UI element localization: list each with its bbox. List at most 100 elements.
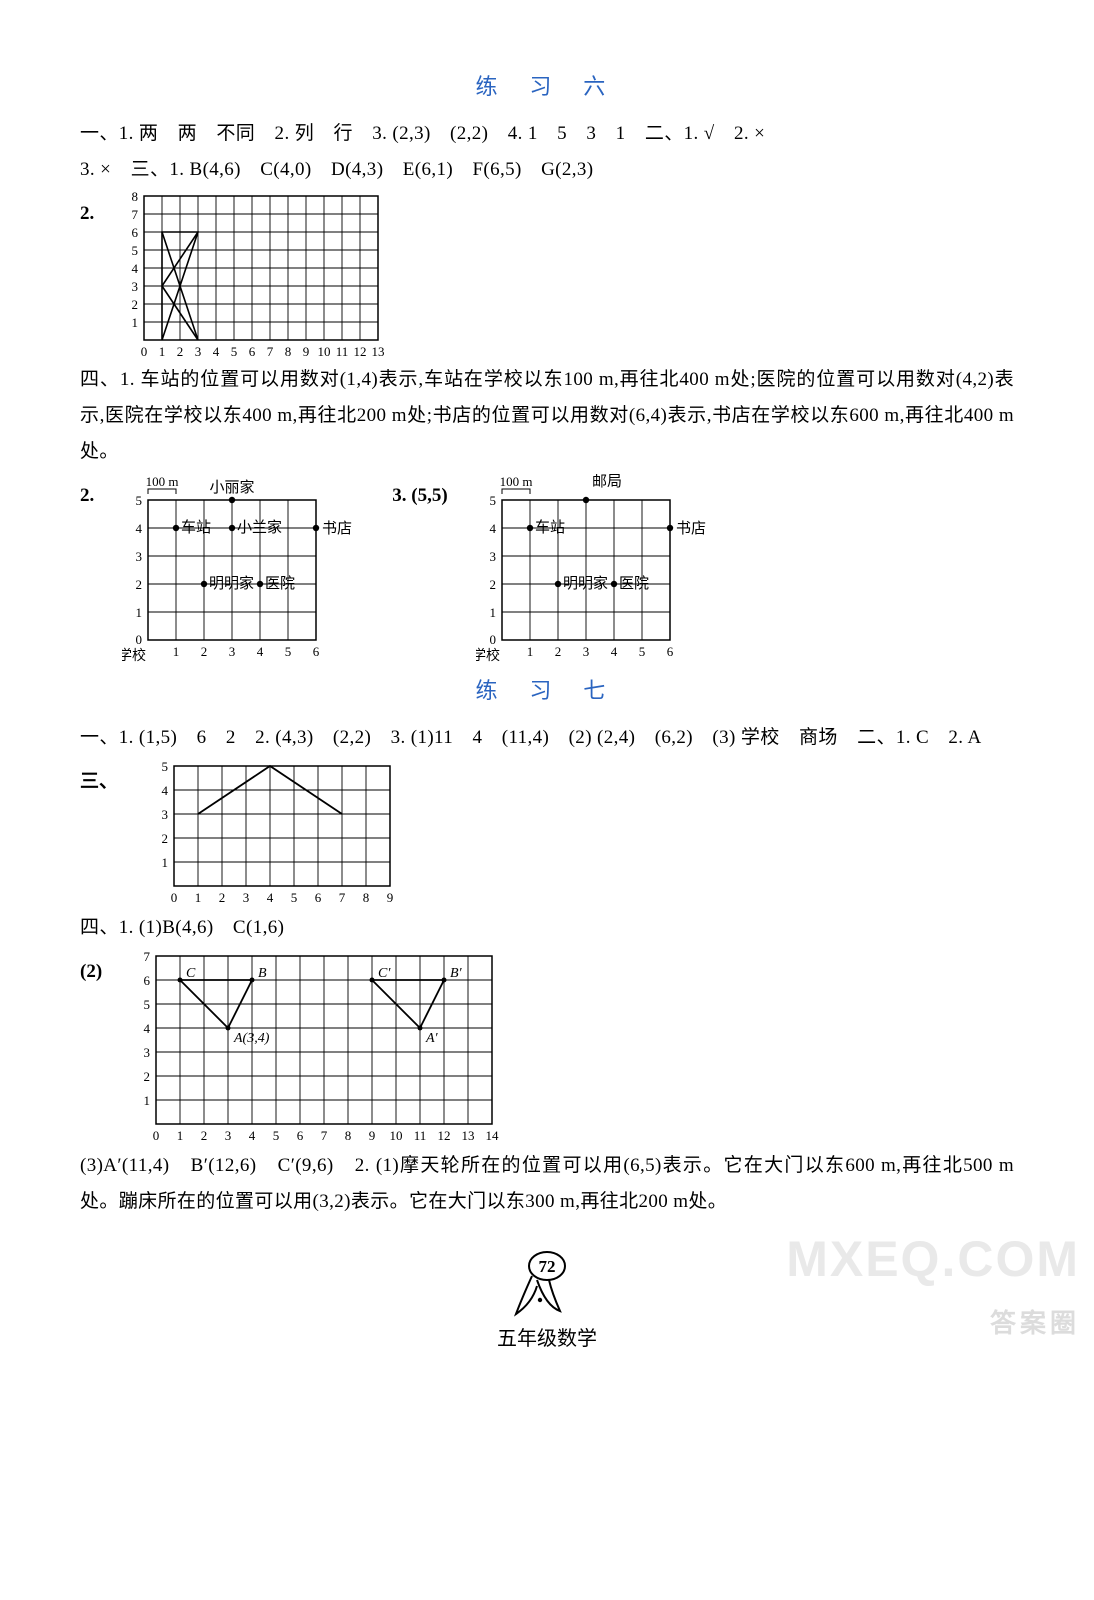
svg-text:5: 5 — [291, 890, 298, 905]
svg-text:6: 6 — [249, 344, 256, 359]
svg-text:8: 8 — [363, 890, 370, 905]
svg-text:9: 9 — [387, 890, 394, 905]
svg-text:13: 13 — [372, 344, 385, 359]
svg-text:B′: B′ — [450, 966, 463, 981]
svg-text:1: 1 — [132, 315, 139, 330]
svg-text:小丽家: 小丽家 — [210, 479, 255, 496]
svg-text:1: 1 — [177, 1128, 184, 1143]
watermark-cn: 答案圈 — [990, 1299, 1080, 1348]
svg-text:1: 1 — [144, 1093, 151, 1108]
svg-text:6: 6 — [132, 225, 139, 240]
svg-text:A(3,4): A(3,4) — [233, 1031, 270, 1046]
svg-text:2: 2 — [177, 344, 184, 359]
svg-text:明明家: 明明家 — [209, 575, 254, 592]
svg-text:11: 11 — [414, 1128, 427, 1143]
svg-text:12: 12 — [354, 344, 367, 359]
seven-line4-1: 四、1. (1)B(4,6) C(1,6) — [80, 910, 1014, 946]
footer-ornament: 72 — [502, 1248, 592, 1318]
svg-text:C: C — [186, 966, 196, 981]
svg-text:医院: 医院 — [265, 574, 295, 592]
svg-text:0: 0 — [489, 632, 496, 647]
seven-line1: 一、1. (1,5) 6 2 2. (4,3) (2,2) 3. (1)11 4… — [80, 720, 1014, 756]
svg-text:3: 3 — [229, 644, 236, 659]
svg-text:B: B — [258, 966, 267, 981]
svg-text:4: 4 — [136, 521, 143, 536]
svg-text:3: 3 — [144, 1045, 151, 1060]
svg-text:5: 5 — [132, 243, 139, 258]
svg-text:13: 13 — [462, 1128, 475, 1143]
svg-text:6: 6 — [313, 644, 320, 659]
svg-text:2: 2 — [162, 831, 169, 846]
svg-text:1: 1 — [526, 644, 533, 659]
svg-text:72: 72 — [539, 1257, 556, 1276]
svg-text:7: 7 — [144, 950, 151, 964]
svg-text:6: 6 — [144, 973, 151, 988]
svg-text:0: 0 — [153, 1128, 160, 1143]
svg-text:2: 2 — [132, 297, 139, 312]
svg-text:4: 4 — [144, 1021, 151, 1036]
svg-text:2: 2 — [201, 1128, 208, 1143]
svg-text:邮局: 邮局 — [592, 474, 622, 490]
section-title-seven: 练 习 七 — [80, 670, 1014, 712]
svg-text:3: 3 — [136, 549, 143, 564]
svg-text:7: 7 — [339, 890, 346, 905]
svg-text:8: 8 — [345, 1128, 352, 1143]
svg-text:车站: 车站 — [181, 519, 211, 536]
svg-text:5: 5 — [162, 760, 169, 774]
svg-text:车站: 车站 — [535, 519, 565, 536]
svg-text:7: 7 — [321, 1128, 328, 1143]
svg-text:14: 14 — [486, 1128, 500, 1143]
six-map-b: 12345612345100 m邮局0学校车站书店医院明明家 — [476, 474, 718, 664]
svg-text:10: 10 — [390, 1128, 403, 1143]
svg-text:3: 3 — [132, 279, 139, 294]
seven-chart4: 012345678910111213141234567CBA(3,4)C′B′A… — [130, 950, 500, 1146]
svg-text:2: 2 — [554, 644, 561, 659]
svg-text:4: 4 — [257, 644, 264, 659]
six-line2: 3. × 三、1. B(4,6) C(4,0) D(4,3) E(6,1) F(… — [80, 152, 1014, 188]
svg-text:C′: C′ — [378, 966, 391, 981]
svg-text:5: 5 — [285, 644, 292, 659]
svg-text:5: 5 — [144, 997, 151, 1012]
svg-text:12: 12 — [438, 1128, 451, 1143]
svg-text:9: 9 — [303, 344, 310, 359]
svg-text:书店: 书店 — [676, 520, 706, 537]
svg-text:9: 9 — [369, 1128, 376, 1143]
six-map-a: 12345612345100 m0学校小丽家车站小兰家书店医院明明家 — [122, 474, 364, 664]
svg-text:明明家: 明明家 — [563, 575, 608, 592]
svg-text:4: 4 — [610, 644, 617, 659]
svg-text:100 m: 100 m — [146, 474, 179, 489]
svg-text:7: 7 — [132, 207, 139, 222]
svg-text:书店: 书店 — [322, 520, 352, 537]
svg-text:5: 5 — [231, 344, 238, 359]
svg-text:11: 11 — [336, 344, 349, 359]
six-fig3-lead: 3. (5,5) — [392, 478, 447, 514]
svg-text:3: 3 — [195, 344, 202, 359]
svg-text:0: 0 — [136, 632, 143, 647]
svg-text:2: 2 — [219, 890, 226, 905]
svg-text:2: 2 — [489, 577, 496, 592]
svg-text:1: 1 — [195, 890, 202, 905]
svg-text:7: 7 — [267, 344, 274, 359]
svg-text:100 m: 100 m — [499, 474, 532, 489]
seven-fig4-2-lead: (2) — [80, 954, 102, 990]
seven-chart3: 012345678912345 — [146, 760, 398, 908]
six-fig2b-lead: 2. — [80, 478, 94, 514]
svg-text:3: 3 — [243, 890, 250, 905]
svg-text:4: 4 — [213, 344, 220, 359]
svg-text:0: 0 — [171, 890, 178, 905]
svg-text:6: 6 — [297, 1128, 304, 1143]
svg-text:5: 5 — [273, 1128, 280, 1143]
svg-text:4: 4 — [489, 521, 496, 536]
svg-text:学校: 学校 — [476, 647, 500, 664]
six-para4: 四、1. 车站的位置可以用数对(1,4)表示,车站在学校以东100 m,再往北4… — [80, 362, 1014, 470]
svg-text:1: 1 — [173, 644, 180, 659]
svg-text:4: 4 — [132, 261, 139, 276]
six-line1: 一、1. 两 两 不同 2. 列 行 3. (2,3) (2,2) 4. 1 5… — [80, 116, 1014, 152]
svg-text:4: 4 — [249, 1128, 256, 1143]
six-fig2-lead: 2. — [80, 196, 94, 232]
svg-text:2: 2 — [201, 644, 208, 659]
svg-text:2: 2 — [144, 1069, 151, 1084]
svg-text:1: 1 — [162, 855, 169, 870]
seven-fig3-lead: 三、 — [80, 764, 118, 800]
svg-text:A′: A′ — [425, 1031, 439, 1046]
